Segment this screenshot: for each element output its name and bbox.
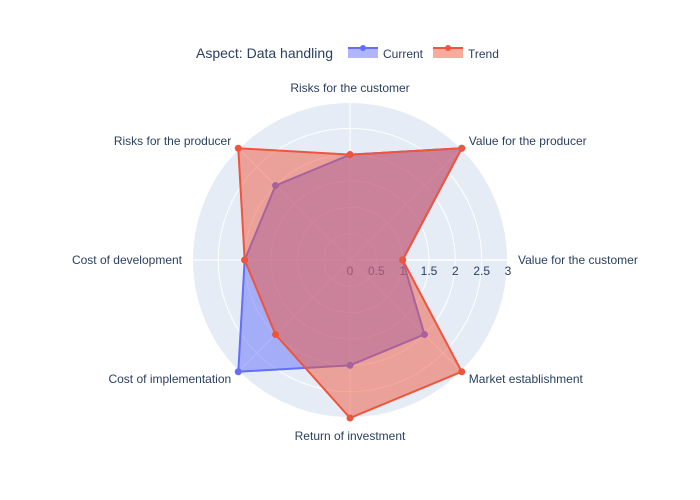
radial-tick-label: 2.5: [473, 264, 490, 278]
category-label: Value for the customer: [518, 253, 638, 267]
legend-marker-trend: [445, 45, 451, 51]
category-label: Risks for the customer: [290, 81, 409, 95]
data-point-trend[interactable]: [272, 330, 280, 338]
category-label: Risks for the producer: [114, 134, 231, 148]
legend-swatch-current: [348, 48, 378, 58]
legend-item-current[interactable]: Current: [348, 45, 424, 61]
radial-tick-label: 2: [452, 264, 459, 278]
legend-swatch-trend: [433, 48, 463, 58]
category-label: Value for the producer: [469, 134, 587, 148]
category-label: Market establishment: [469, 372, 584, 386]
legend-label-current: Current: [383, 47, 424, 61]
data-point-trend[interactable]: [234, 144, 242, 152]
legend-label-trend: Trend: [468, 47, 499, 61]
category-labels: Value for the customer Value for the prod…: [72, 81, 638, 443]
data-point-trend[interactable]: [241, 256, 249, 264]
series-layer: [234, 144, 466, 422]
category-label: Cost of development: [72, 253, 183, 267]
radial-tick-label: 1.5: [421, 264, 438, 278]
chart-title: Aspect: Data handling: [196, 45, 333, 61]
data-point-current[interactable]: [234, 368, 242, 376]
legend-marker-current: [360, 45, 366, 51]
legend-item-trend[interactable]: Trend: [433, 45, 499, 61]
category-label: Return of investment: [295, 429, 406, 443]
data-point-trend[interactable]: [346, 414, 354, 422]
data-point-trend[interactable]: [458, 368, 466, 376]
category-label: Cost of implementation: [108, 372, 231, 386]
data-point-trend[interactable]: [458, 144, 466, 152]
data-point-trend[interactable]: [346, 151, 354, 159]
data-point-trend[interactable]: [399, 256, 407, 264]
legend: Current Trend: [348, 45, 499, 61]
radial-tick-label: 3: [505, 264, 512, 278]
